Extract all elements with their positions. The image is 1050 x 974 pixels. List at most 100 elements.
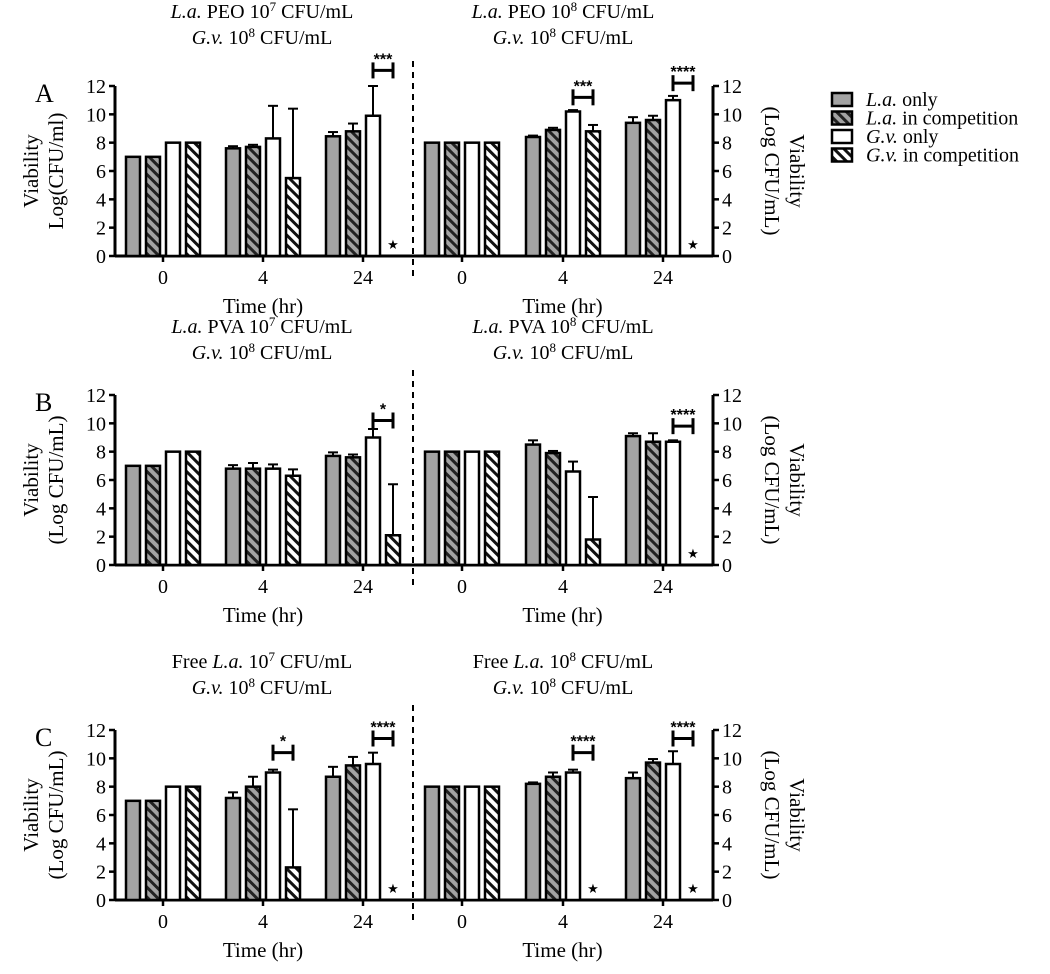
- bar-l-a-only: [124, 155, 142, 258]
- title-segment: 10: [544, 651, 569, 673]
- y-tick-label: 8: [722, 442, 732, 464]
- title-superscript: 8: [550, 25, 557, 40]
- legend-swatch: [830, 128, 854, 145]
- bar-g-v-only: [564, 110, 582, 258]
- y-tick-label: 4: [96, 498, 106, 520]
- subplot-title-line: L.a. PEO 108 CFU/mL: [471, 0, 655, 23]
- bar-l-a-in-competition: [544, 775, 562, 902]
- title-segment: CFU/mL: [576, 651, 653, 673]
- bar-g-v-only: [463, 450, 481, 567]
- significance-label: ****: [671, 720, 697, 737]
- bar-g-v-only: [564, 470, 582, 567]
- title-segment: G.v.: [493, 27, 525, 49]
- panel-label: A: [35, 79, 54, 108]
- bar-g-v-only: [164, 785, 182, 902]
- y-tick-label: 12: [86, 76, 106, 98]
- y-axis-label: (Log CFU/mL): [44, 416, 68, 545]
- title-superscript: 8: [571, 0, 578, 14]
- significance-label: ****: [671, 64, 697, 81]
- title-segment: G.v.: [192, 27, 224, 49]
- y-tick-label: 6: [722, 161, 732, 183]
- title-segment: 10: [224, 27, 249, 49]
- legend-swatch: [830, 110, 854, 126]
- subplot-title-line: G.v. 108 CFU/mL: [192, 25, 333, 50]
- y-axis-label: Viability: [785, 443, 809, 517]
- bar-l-a-only: [423, 450, 441, 567]
- title-superscript: 7: [270, 0, 277, 14]
- y-axis-label: Viability: [785, 134, 809, 208]
- title-segment: 10: [224, 677, 249, 699]
- y-tick-label: 12: [86, 720, 106, 742]
- subplot-title-line: Free L.a. 108 CFU/mL: [473, 649, 653, 674]
- bar-l-a-in-competition: [244, 785, 262, 902]
- title-segment: CFU/mL: [556, 342, 633, 364]
- bar-g-v-only: [564, 771, 582, 902]
- title-segment: Free: [172, 651, 213, 673]
- x-tick-label: 24: [653, 267, 673, 289]
- y-tick-label: 0: [722, 890, 732, 912]
- bar-g-v-in-competition: [483, 450, 501, 567]
- legend-text: only: [898, 126, 939, 148]
- significance-label: ****: [671, 407, 697, 424]
- bar-g-v-only: [264, 137, 282, 258]
- bar-l-a-only: [423, 785, 441, 902]
- y-tick-label: 6: [96, 805, 106, 827]
- x-tick-label: 24: [353, 267, 373, 289]
- bar-g-v-only: [364, 114, 382, 258]
- title-superscript: 8: [570, 314, 577, 329]
- x-tick-label: 4: [558, 267, 568, 289]
- bar-g-v-only: [164, 141, 182, 258]
- y-tick-label: 8: [722, 777, 732, 799]
- y-tick-label: 2: [722, 862, 732, 884]
- subplot-title-line: G.v. 108 CFU/mL: [192, 675, 333, 700]
- bar-g-v-only: [664, 98, 682, 258]
- x-tick-label: 0: [158, 911, 168, 933]
- significance-label: *: [380, 402, 387, 419]
- legend-text: in competition: [898, 145, 1019, 167]
- bar-l-a-in-competition: [344, 456, 362, 567]
- title-segment: G.v.: [493, 342, 525, 364]
- panel-label: C: [35, 723, 52, 752]
- title-segment: L.a.: [471, 316, 503, 338]
- title-segment: 10: [525, 27, 550, 49]
- bar-g-v-in-competition: [184, 785, 202, 902]
- x-tick-label: 4: [258, 576, 268, 598]
- y-tick-label: 0: [96, 555, 106, 577]
- y-axis-label: (Log CFU/mL): [760, 751, 784, 880]
- title-segment: CFU/mL: [255, 27, 332, 49]
- bar-g-v-only: [664, 762, 682, 902]
- y-tick-label: 4: [96, 189, 106, 211]
- y-axis-label: Viability: [19, 778, 43, 852]
- title-segment: G.v.: [192, 342, 224, 364]
- x-tick-label: 4: [558, 576, 568, 598]
- bar-g-v-only: [264, 467, 282, 567]
- bar-g-v-only: [463, 141, 481, 258]
- bar-g-v-in-competition: [284, 176, 302, 258]
- significance-label: ***: [574, 78, 593, 95]
- title-superscript: 8: [249, 25, 256, 40]
- subplot-title-line: G.v. 108 CFU/mL: [493, 675, 634, 700]
- x-axis-label: Time (hr): [223, 294, 303, 318]
- x-tick-label: 0: [158, 576, 168, 598]
- bar-g-v-only: [664, 440, 682, 567]
- title-segment: PVA 10: [203, 316, 269, 338]
- bar-l-a-only: [524, 135, 542, 258]
- title-superscript: 8: [550, 340, 557, 355]
- no-growth-star-icon: ★: [587, 881, 599, 896]
- x-axis-label: Time (hr): [522, 938, 602, 962]
- subplot-title-line: Free L.a. 107 CFU/mL: [172, 649, 352, 674]
- y-tick-label: 12: [722, 720, 742, 742]
- bar-l-a-in-competition: [644, 440, 662, 567]
- y-tick-label: 0: [96, 890, 106, 912]
- y-tick-label: 8: [96, 442, 106, 464]
- y-axis-label: (Log CFU/mL): [760, 107, 784, 236]
- y-axis-label: (Log CFU/mL): [44, 751, 68, 880]
- y-tick-label: 6: [722, 470, 732, 492]
- title-segment: G.v.: [192, 677, 224, 699]
- x-axis-label: Time (hr): [223, 938, 303, 962]
- subplot-title-line: G.v. 108 CFU/mL: [493, 25, 634, 50]
